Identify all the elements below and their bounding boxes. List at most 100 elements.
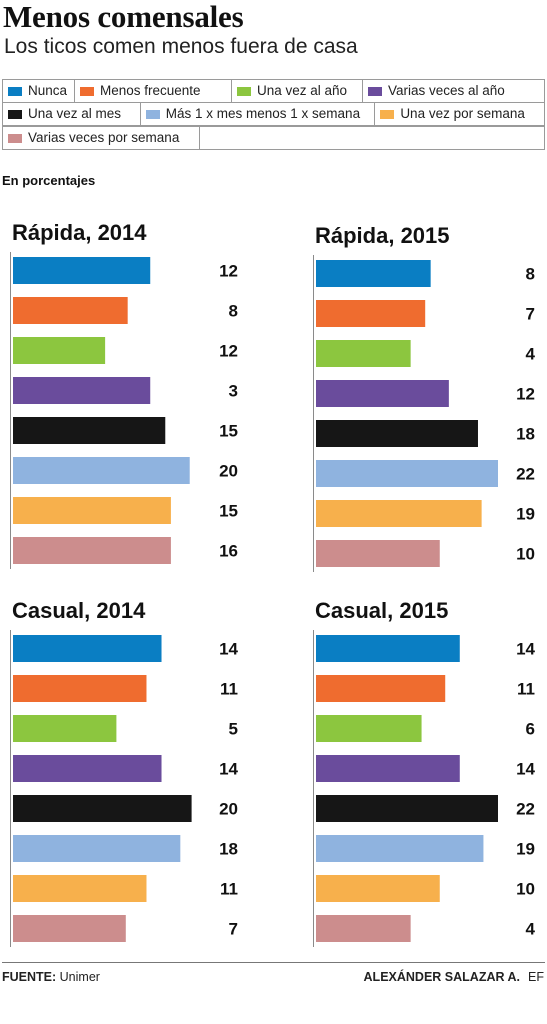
legend-item-varias-veces-por-semana: Varias veces por semana — [2, 126, 201, 150]
bar-6 — [13, 497, 171, 524]
agency-credit: EF — [528, 970, 544, 984]
data-label-3: 14 — [516, 760, 535, 779]
data-label-7: 4 — [526, 920, 536, 939]
data-label-4: 20 — [219, 800, 238, 819]
bar-1 — [13, 297, 128, 324]
bar-2 — [316, 715, 422, 742]
bar-3 — [316, 755, 460, 782]
bar-5 — [13, 457, 190, 484]
source-value: Unimer — [59, 970, 100, 984]
legend-label: Una vez al mes — [28, 106, 122, 121]
data-label-2: 5 — [229, 720, 238, 739]
source-label: FUENTE: — [2, 970, 57, 984]
legend-item-una-vez-por-semana: Una vez por semana — [374, 102, 545, 126]
unit-note: En porcentajes — [2, 173, 96, 188]
legend-swatch — [368, 86, 382, 96]
author-credit: ALEXÁNDER SALAZAR A. — [363, 970, 521, 984]
legend-item-una-vez-al-mes: Una vez al mes — [2, 102, 141, 126]
legend-swatch — [80, 86, 94, 96]
bar-chart-rapida-2014: 12 8 12 3 15 20 15 16 — [10, 252, 238, 569]
bar-1 — [13, 675, 147, 702]
bar-4 — [13, 795, 192, 822]
data-label-2: 6 — [526, 720, 535, 739]
bar-5 — [316, 460, 498, 487]
data-label-6: 11 — [220, 880, 238, 899]
panel-rapida-2015: Rápida, 2015 8 7 4 12 18 22 19 10 — [313, 223, 547, 583]
data-label-3: 3 — [229, 382, 238, 401]
data-label-6: 10 — [516, 880, 535, 899]
panel-title: Casual, 2015 — [315, 598, 449, 623]
bar-2 — [316, 340, 411, 367]
legend-swatch — [380, 109, 395, 119]
data-label-5: 19 — [516, 840, 535, 859]
legend-swatch — [145, 109, 160, 119]
data-label-7: 16 — [219, 542, 238, 561]
data-label-5: 18 — [219, 840, 238, 859]
legend-label: Una vez al año — [257, 83, 348, 98]
panel-title: Casual, 2014 — [12, 598, 146, 623]
data-label-5: 20 — [219, 462, 238, 481]
legend-item-una-vez-al-ano: Una vez al año — [231, 79, 363, 103]
legend-item-varias-veces-al-ano: Varias veces al año — [362, 79, 545, 103]
panel-casual-2015: Casual, 2015 14 11 6 14 22 19 10 4 — [313, 598, 547, 958]
data-label-2: 12 — [219, 342, 238, 361]
legend-label: Más 1 x mes menos 1 x semana — [165, 106, 361, 121]
credits: ALEXÁNDER SALAZAR A. EF — [364, 970, 544, 984]
data-label-4: 18 — [516, 425, 535, 444]
data-label-7: 10 — [516, 545, 535, 564]
data-label-6: 19 — [516, 505, 535, 524]
bar-4 — [13, 417, 166, 444]
bar-7 — [13, 537, 171, 564]
legend-swatch — [8, 133, 22, 143]
bar-6 — [316, 875, 440, 902]
chart-subtitle: Los ticos comen menos fuera de casa — [4, 35, 358, 58]
legend-label: Menos frecuente — [100, 83, 201, 98]
data-label-1: 8 — [229, 302, 238, 321]
bar-2 — [13, 715, 117, 742]
legend: Nunca Menos frecuente Una vez al año Var… — [2, 79, 545, 151]
legend-item-nunca: Nunca — [2, 79, 75, 103]
bar-6 — [13, 875, 147, 902]
legend-swatch — [237, 86, 251, 96]
source-note: FUENTE: Unimer — [2, 970, 100, 984]
legend-label: Varias veces por semana — [28, 130, 180, 145]
data-label-1: 7 — [526, 305, 535, 324]
legend-label: Varias veces al año — [388, 83, 505, 98]
legend-item-menos-frecuente: Menos frecuente — [74, 79, 232, 103]
bar-1 — [316, 675, 446, 702]
bar-4 — [316, 795, 498, 822]
legend-item-mas-1-x-mes: Más 1 x mes menos 1 x semana — [139, 102, 376, 126]
bar-3 — [316, 380, 449, 407]
bar-3 — [13, 755, 162, 782]
bar-chart-rapida-2015: 8 7 4 12 18 22 19 10 — [313, 255, 536, 572]
data-label-3: 12 — [516, 385, 535, 404]
bar-5 — [13, 835, 181, 862]
legend-swatch — [8, 86, 22, 96]
bar-2 — [13, 337, 106, 364]
legend-empty-cell — [199, 126, 545, 150]
data-label-3: 14 — [219, 760, 238, 779]
data-label-5: 22 — [516, 465, 535, 484]
legend-row: Una vez al mes Más 1 x mes menos 1 x sem… — [2, 102, 545, 127]
data-label-1: 11 — [220, 680, 238, 699]
bar-7 — [13, 915, 126, 942]
bar-0 — [316, 635, 460, 662]
data-label-1: 11 — [517, 680, 535, 699]
data-label-4: 22 — [516, 800, 535, 819]
data-label-0: 14 — [516, 640, 535, 659]
bar-6 — [316, 500, 482, 527]
panel-title: Rápida, 2014 — [12, 220, 147, 245]
bar-7 — [316, 540, 440, 567]
bar-0 — [13, 257, 151, 284]
bar-4 — [316, 420, 478, 447]
bar-0 — [316, 260, 431, 287]
legend-label: Una vez por semana — [400, 106, 525, 121]
data-label-4: 15 — [219, 422, 238, 441]
bar-0 — [13, 635, 162, 662]
bar-1 — [316, 300, 426, 327]
panel-rapida-2014: Rápida, 2014 12 8 12 3 15 20 15 16 — [10, 220, 260, 580]
bar-5 — [316, 835, 484, 862]
chart-title: Menos comensales — [3, 0, 244, 34]
bar-chart-casual-2014: 14 11 5 14 20 18 11 7 — [10, 630, 239, 947]
data-label-0: 14 — [219, 640, 238, 659]
